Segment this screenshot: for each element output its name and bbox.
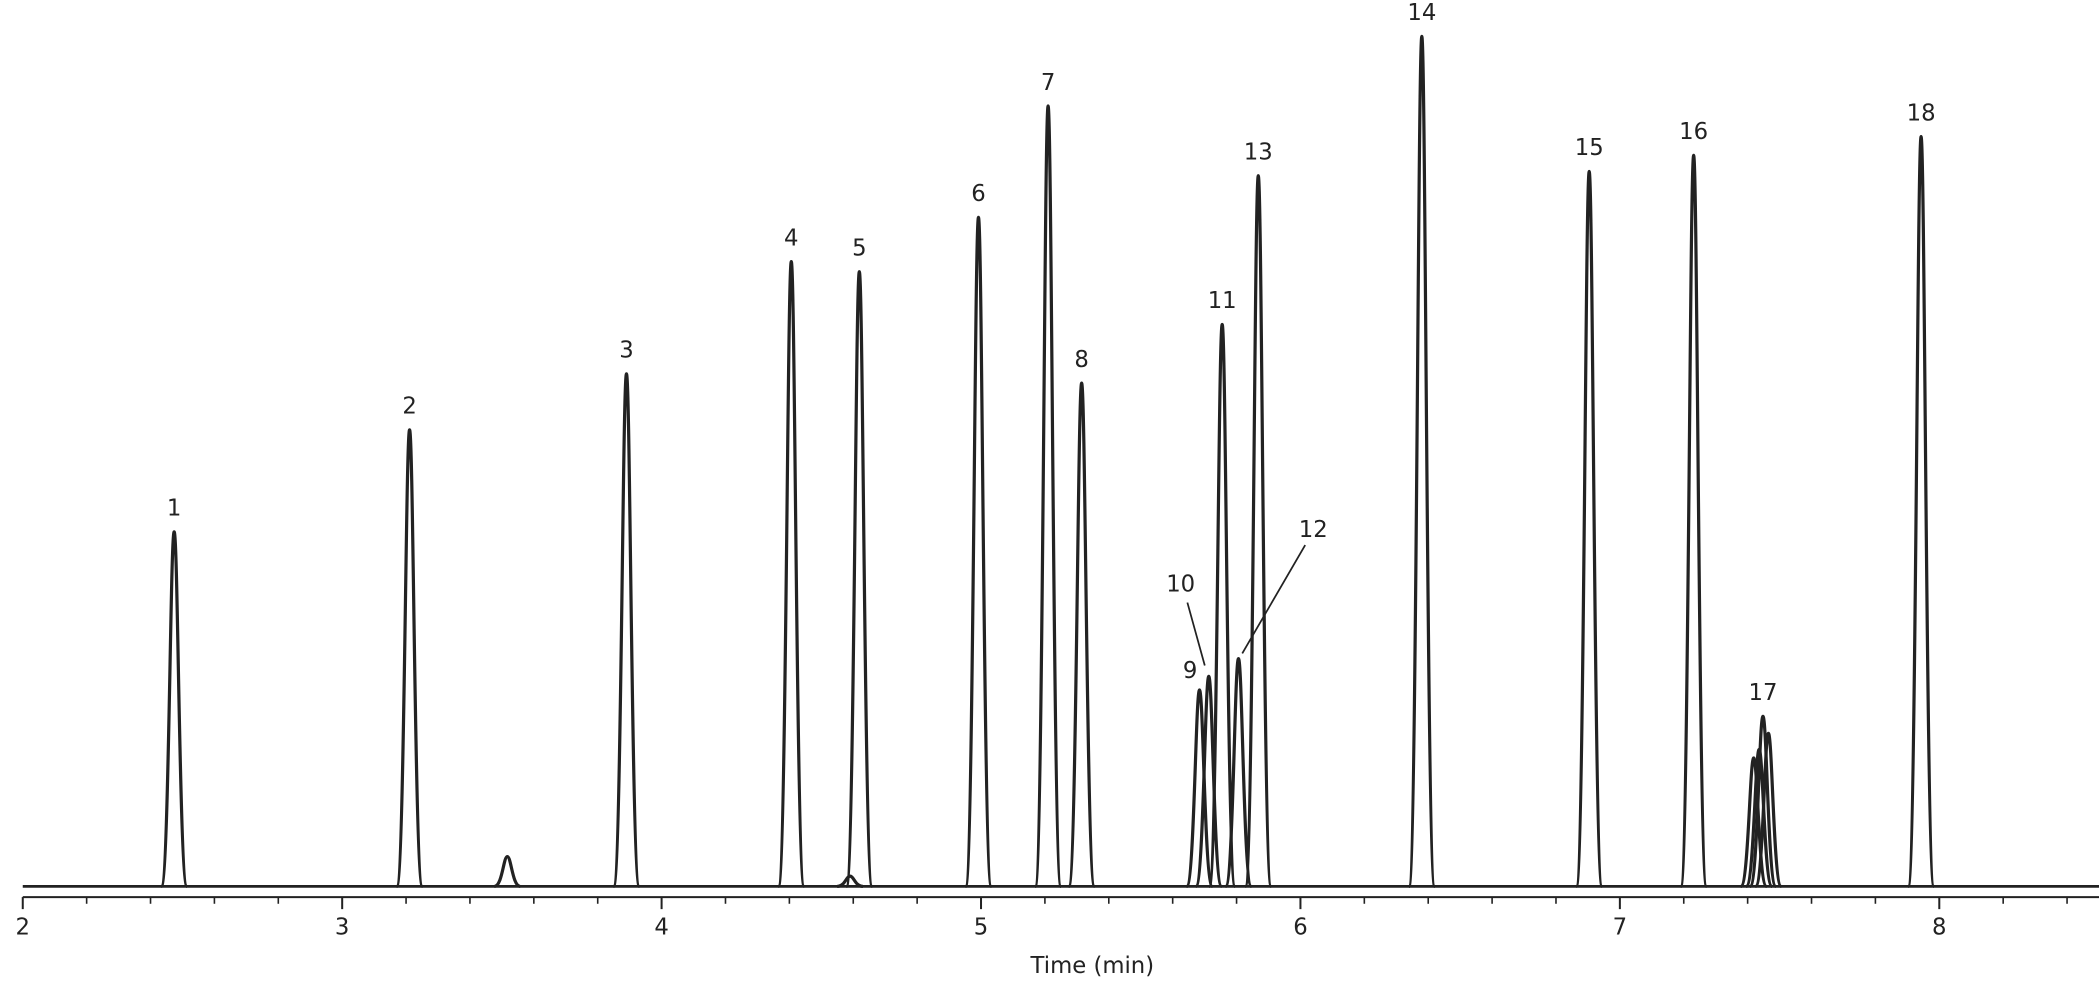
peak: [1033, 104, 1063, 888]
peak: [1906, 135, 1936, 888]
peak: [844, 270, 874, 888]
peak-label: 14: [1407, 0, 1436, 26]
peak-label: 2: [402, 394, 416, 420]
peak-label: 4: [784, 225, 798, 251]
peak-label: 11: [1208, 288, 1237, 314]
x-tick-label: 4: [654, 914, 668, 940]
peak: [1207, 322, 1237, 888]
peak-label: 15: [1575, 135, 1604, 161]
peak-label: 6: [971, 181, 985, 207]
leader-line: [1186, 602, 1206, 666]
peak-label: 17: [1748, 680, 1777, 706]
peak-label: 12: [1299, 517, 1328, 543]
peak-label: 8: [1074, 347, 1088, 373]
x-tick-label: 5: [974, 914, 988, 940]
peak: [159, 530, 189, 888]
peak: [493, 855, 521, 888]
x-tick-label: 7: [1613, 914, 1627, 940]
peak-label: 16: [1679, 119, 1708, 145]
x-axis-title: Time (min): [1030, 953, 1155, 979]
peak-label: 18: [1907, 100, 1936, 126]
x-tick-label: 6: [1293, 914, 1307, 940]
peak-label: 3: [619, 338, 633, 364]
peak: [612, 372, 641, 888]
peak-label: 1: [167, 496, 181, 522]
peak-label: 9: [1183, 658, 1197, 684]
peak-label: 5: [852, 236, 866, 262]
peak-label: 13: [1244, 139, 1273, 165]
x-tick-label: 2: [16, 914, 30, 940]
peak: [395, 428, 425, 888]
peak: [1067, 381, 1097, 888]
peak: [1224, 656, 1253, 888]
x-tick-label: 8: [1932, 914, 1946, 940]
peak: [1574, 169, 1604, 888]
peak-label: 10: [1166, 572, 1195, 598]
peak-label: 7: [1041, 70, 1055, 96]
peak: [1243, 174, 1273, 888]
peak: [776, 259, 806, 888]
peak: [1748, 714, 1778, 888]
x-tick-label: 3: [335, 914, 349, 940]
peak: [1679, 153, 1709, 888]
peak: [1753, 731, 1783, 888]
peak: [1407, 34, 1437, 888]
peak: [1194, 674, 1224, 888]
peak: [1185, 688, 1214, 888]
peak: [964, 215, 993, 888]
peak: [836, 874, 864, 888]
